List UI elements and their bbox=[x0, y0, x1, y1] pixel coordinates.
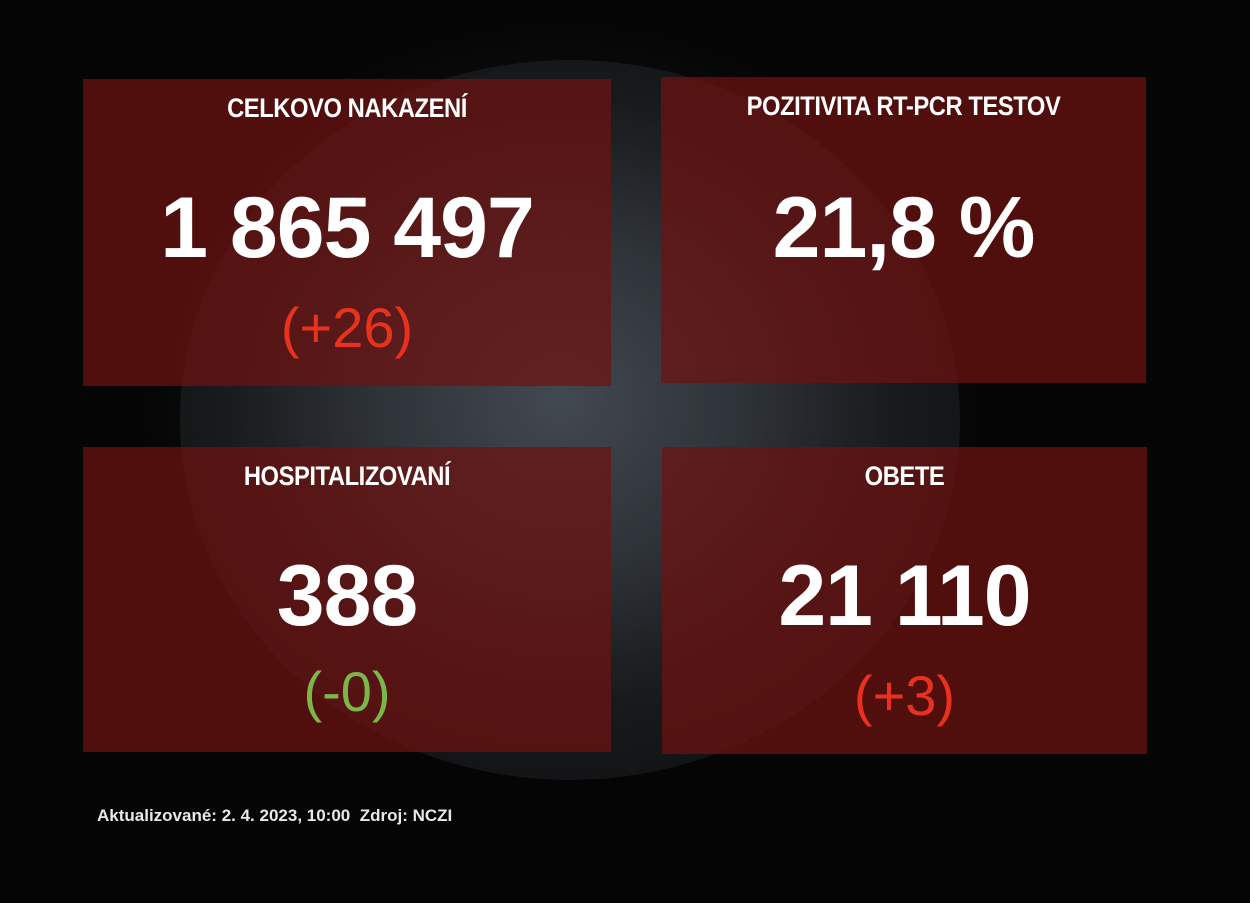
panel-value: 21 110 bbox=[778, 548, 1031, 644]
source-text: Zdroj: NCZI bbox=[359, 806, 453, 825]
panel-title: POZITIVITA RT-PCR TESTOV bbox=[746, 91, 1061, 121]
panel-delta: (+3) bbox=[853, 664, 956, 727]
panel-title: HOSPITALIZOVANÍ bbox=[243, 461, 451, 491]
panel-delta: (-0) bbox=[303, 660, 391, 723]
updated-text: Aktualizované: 2. 4. 2023, 10:00 bbox=[97, 806, 351, 825]
panel-value: 21,8 % bbox=[772, 180, 1036, 276]
panel-hospitalized: HOSPITALIZOVANÍ 388 (-0) bbox=[83, 447, 611, 752]
footer: Aktualizované: 2. 4. 2023, 10:00 Zdroj: … bbox=[97, 806, 452, 826]
panel-pcr-positivity: POZITIVITA RT-PCR TESTOV 21,8 % bbox=[661, 77, 1146, 383]
panel-total-infected: CELKOVO NAKAZENÍ 1 865 497 (+26) bbox=[83, 79, 611, 386]
panel-delta: (+26) bbox=[280, 296, 414, 359]
panel-title: OBETE bbox=[864, 461, 945, 491]
panel-title: CELKOVO NAKAZENÍ bbox=[227, 93, 467, 123]
panel-value: 388 bbox=[276, 548, 419, 644]
panel-deaths: OBETE 21 110 (+3) bbox=[662, 447, 1147, 754]
panel-value: 1 865 497 bbox=[160, 180, 535, 276]
